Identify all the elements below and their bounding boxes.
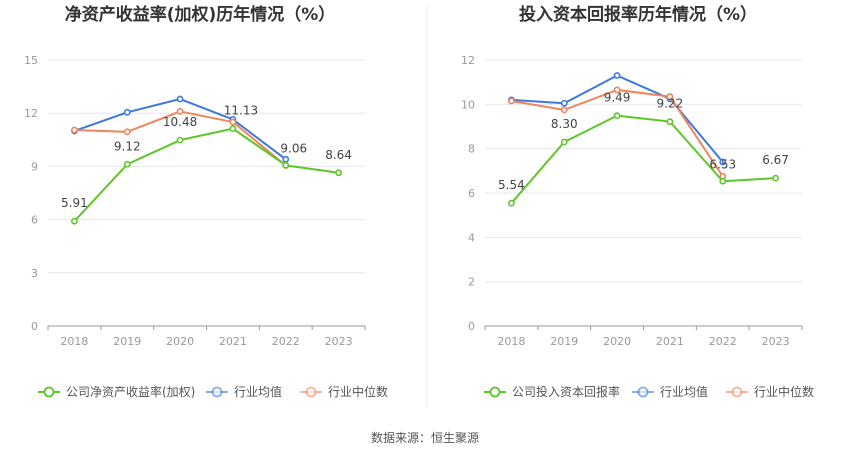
median-data-point: [508, 97, 515, 105]
company-data-point: [123, 160, 131, 168]
median-legend-marker: [731, 386, 743, 398]
company-data-point: [560, 138, 568, 146]
company-legend-label: 公司投入资本回报率: [512, 384, 620, 399]
company-data-point: [666, 118, 674, 126]
y-tick-label: 8: [468, 143, 475, 156]
y-tick-label: 6: [31, 214, 38, 227]
y-tick-label: 12: [24, 107, 38, 120]
company-data-point: [229, 125, 237, 133]
x-tick-label: 2020: [166, 335, 194, 348]
y-tick-label: 6: [468, 187, 475, 200]
median-legend-label: 行业中位数: [754, 384, 814, 399]
median-data-point: [123, 128, 131, 136]
x-tick-label: 2023: [762, 335, 790, 348]
x-tick-label: 2021: [219, 335, 247, 348]
average-legend-label: 行业均值: [660, 384, 708, 399]
y-tick-label: 15: [24, 54, 38, 67]
data-label: 10.48: [163, 115, 197, 129]
data-label: 9.12: [114, 139, 141, 153]
y-tick-label: 9: [31, 160, 38, 173]
y-tick-label: 0: [31, 320, 38, 333]
company-data-point: [176, 136, 184, 144]
data-label: 9.49: [604, 91, 631, 105]
company-data-point: [71, 217, 78, 225]
x-tick-label: 2019: [113, 335, 141, 348]
data-label: 5.54: [498, 178, 525, 192]
data-label: 6.53: [709, 157, 736, 171]
roe-chart: 净资产收益率(加权)历年情况（%） 0 3 6 9 12 15 2018 2019 2020 20…: [24, 4, 388, 399]
average-legend-marker: [211, 386, 223, 398]
company-legend-marker: [43, 386, 55, 398]
median-legend-label: 行业中位数: [328, 384, 388, 399]
company-data-point: [335, 169, 342, 177]
data-label: 6.67: [762, 153, 789, 167]
company-data-point: [719, 177, 727, 185]
x-tick-label: 2021: [656, 335, 684, 348]
y-tick-label: 10: [461, 98, 475, 111]
average-data-point: [282, 155, 290, 163]
median-legend-marker: [305, 386, 317, 398]
x-tick-label: 2019: [550, 335, 578, 348]
chart-title: 净资产收益率(加权)历年情况（%）: [65, 4, 336, 25]
x-tick-label: 2022: [272, 335, 300, 348]
average-data-point: [560, 99, 568, 107]
y-tick-label: 2: [468, 276, 475, 289]
roic-chart: 投入资本回报率历年情况（%） 0 2 4 6 8 10 12 2018 2019 2020 2021…: [461, 4, 814, 399]
average-data-point: [123, 108, 131, 116]
y-tick-label: 0: [468, 320, 475, 333]
median-data-point: [666, 93, 674, 100]
company-series-line: [73, 127, 339, 222]
data-label: 9.06: [280, 141, 307, 155]
median-data-point: [613, 86, 621, 94]
chart-title: 投入资本回报率历年情况（%）: [519, 4, 757, 25]
average-legend-marker: [637, 386, 649, 398]
average-data-point: [613, 72, 621, 79]
company-data-point: [772, 174, 779, 182]
company-legend-label: 公司净资产收益率(加权): [66, 384, 195, 399]
data-label: 11.13: [224, 104, 258, 118]
x-tick-label: 2018: [60, 335, 88, 348]
x-tick-label: 2018: [497, 335, 525, 348]
y-tick-label: 3: [31, 267, 38, 280]
x-tick-label: 2020: [603, 335, 631, 348]
data-label: 8.64: [325, 148, 352, 162]
median-data-point: [560, 106, 568, 114]
average-legend-label: 行业均值: [234, 384, 282, 399]
average-data-point: [176, 95, 184, 103]
x-tick-label: 2022: [709, 335, 737, 348]
y-tick-label: 4: [468, 231, 475, 244]
median-data-point: [229, 118, 237, 126]
company-data-point: [282, 161, 290, 169]
company-data-point: [613, 112, 621, 120]
data-label: 9.22: [657, 97, 684, 111]
source-note: 数据来源：恒生聚源: [371, 430, 479, 445]
median-data-point: [71, 126, 78, 134]
y-tick-label: 12: [461, 54, 475, 67]
legend: 公司净资产收益率(加权) 行业均值 行业中位数: [38, 384, 388, 399]
company-legend-marker: [489, 386, 501, 398]
legend: 公司投入资本回报率 行业均值 行业中位数: [484, 384, 814, 399]
median-data-point: [176, 108, 184, 115]
x-tick-label: 2023: [325, 335, 353, 348]
company-data-point: [508, 199, 515, 207]
data-label: 5.91: [61, 196, 88, 210]
average-data-point: [719, 158, 727, 166]
company-series-line: [510, 114, 776, 204]
data-label: 8.30: [551, 117, 578, 131]
